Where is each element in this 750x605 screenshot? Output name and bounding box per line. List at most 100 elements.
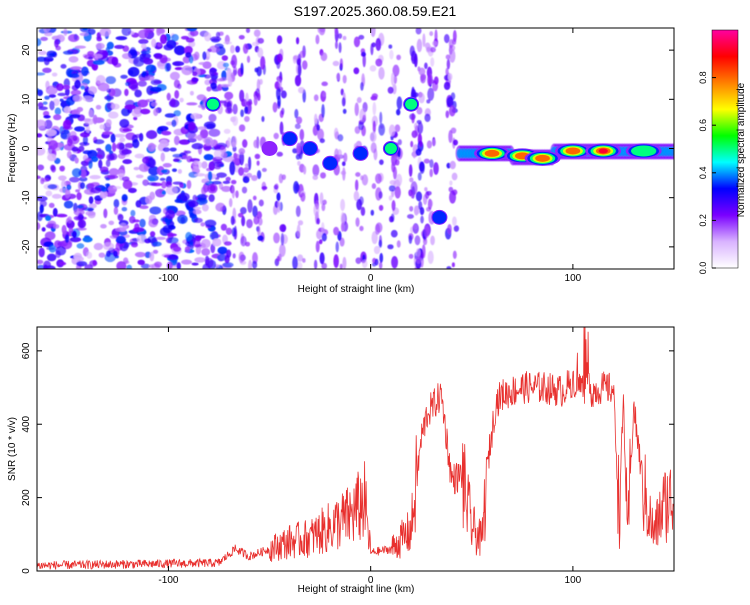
heatmap-streak-blob <box>433 162 439 175</box>
heatmap-noise-blob <box>222 180 231 185</box>
heatmap-streak-blob <box>427 73 432 87</box>
heatmap-streak-blob <box>294 123 301 130</box>
heatmap-noise-blob <box>188 206 196 217</box>
heatmap-noise-blob <box>96 147 102 152</box>
heatmap-noise-blob <box>62 119 72 130</box>
heatmap-streak-blob <box>276 192 281 202</box>
heatmap-noise-blob <box>39 204 44 214</box>
heatmap-streak-blob <box>429 168 433 178</box>
heatmap-noise-blob <box>107 174 119 179</box>
heatmap-noise-blob <box>121 28 132 37</box>
heatmap-streak-blob <box>318 239 323 245</box>
heatmap-streak-blob <box>226 100 232 114</box>
heatmap-streak-blob <box>297 160 301 166</box>
heatmap-streak-blob <box>410 192 415 199</box>
heatmap-noise-blob <box>55 246 67 256</box>
heatmap-streak-blob <box>388 44 393 49</box>
heatmap-noise-blob <box>174 198 183 204</box>
heatmap-streak-blob <box>294 108 299 119</box>
heatmap-noise-blob <box>201 186 207 195</box>
heatmap-streak-blob <box>238 251 245 264</box>
heatmap-noise-blob <box>114 44 125 50</box>
heatmap-noise-blob <box>159 139 169 148</box>
heatmap-streak-blob <box>392 166 397 180</box>
heatmap-streak-blob <box>242 43 249 54</box>
heatmap-streak-blob <box>389 180 397 186</box>
heatmap-noise-blob <box>161 190 166 195</box>
heatmap-noise-blob <box>200 222 206 227</box>
heatmap-noise-blob <box>204 79 211 86</box>
heatmap-noise-blob <box>62 50 74 55</box>
heatmap-noise-blob <box>88 109 94 118</box>
heatmap-feature <box>261 141 278 156</box>
spectrogram-x-ticks: -100 0 100 <box>158 28 582 284</box>
heatmap-noise-blob <box>170 98 176 107</box>
heatmap-streak-blob <box>342 74 347 84</box>
heatmap-streak-blob <box>449 190 457 204</box>
heatmap-streak-blob <box>238 124 246 132</box>
heatmap-streak-blob <box>359 108 367 123</box>
heatmap-streak-blob <box>235 45 241 53</box>
heatmap-noise-blob <box>86 251 93 259</box>
heatmap-streak-blob <box>354 179 359 191</box>
heatmap-feature <box>598 148 608 154</box>
heatmap-noise-blob <box>149 206 162 215</box>
heatmap-feature <box>432 210 447 224</box>
heatmap-noise-blob <box>149 86 162 92</box>
heatmap-noise-blob <box>69 176 80 183</box>
heatmap-noise-blob <box>69 73 80 79</box>
heatmap-noise-blob <box>71 146 79 152</box>
heatmap-noise-blob <box>186 102 198 106</box>
heatmap-noise-blob <box>212 238 222 247</box>
heatmap-noise-blob <box>44 32 53 37</box>
heatmap-streak-blob <box>235 153 240 160</box>
heatmap-noise-blob <box>116 261 127 269</box>
chart-title: S197.2025.360.08.59.E21 <box>294 3 457 19</box>
heatmap-streak-blob <box>426 46 431 52</box>
heatmap-streak-blob <box>258 199 264 207</box>
heatmap-streak-blob <box>430 46 436 53</box>
heatmap-noise-blob <box>190 113 201 120</box>
heatmap-noise-blob <box>107 154 114 161</box>
spectrogram-y-ticks: -20 -10 0 10 20 <box>21 44 674 254</box>
heatmap-noise-blob <box>118 173 126 177</box>
snr-x-ticks: -100 0 100 <box>158 327 582 586</box>
heatmap-streak-blob <box>443 33 450 44</box>
heatmap-noise-blob <box>177 83 182 90</box>
heatmap-streak-blob <box>452 139 458 146</box>
colorbar: 0.0 0.2 0.4 0.6 0.8 Normalized spectral ampl… <box>698 29 747 274</box>
heatmap-noise-blob <box>38 247 45 258</box>
heatmap-noise-blob <box>187 131 198 142</box>
heatmap-streak-blob <box>392 64 400 77</box>
colorbar-tick-label: 0.2 <box>698 214 708 227</box>
heatmap-streak-blob <box>334 40 338 50</box>
heatmap-noise-blob <box>44 95 50 100</box>
heatmap-noise-blob <box>74 157 79 164</box>
heatmap-streak-blob <box>313 94 319 102</box>
heatmap-noise-blob <box>87 211 96 219</box>
heatmap-streak-blob <box>276 53 283 63</box>
heatmap-noise-blob <box>77 204 84 209</box>
heatmap-streak-blob <box>390 213 395 223</box>
heatmap-streak-blob <box>417 172 422 181</box>
y-tick-label: 600 <box>21 342 32 359</box>
heatmap-noise-blob <box>77 219 87 229</box>
heatmap-streak-blob <box>240 109 244 118</box>
heatmap-noise-blob <box>189 241 194 246</box>
heatmap-noise-blob <box>202 51 207 60</box>
heatmap-noise-blob <box>209 36 222 42</box>
heatmap-streak-blob <box>452 250 457 260</box>
heatmap-noise-blob <box>48 202 55 209</box>
heatmap-noise-blob <box>151 38 157 48</box>
heatmap-streak-blob <box>413 122 418 130</box>
heatmap-noise-blob <box>70 89 82 96</box>
spectrogram-heatmap <box>37 28 674 269</box>
y-tick-label: -10 <box>21 190 32 205</box>
heatmap-streak-blob <box>273 184 279 190</box>
x-tick-label: 100 <box>565 575 582 586</box>
heatmap-streak-blob <box>232 253 236 259</box>
heatmap-streak-blob <box>375 58 383 67</box>
heatmap-noise-blob <box>57 92 67 97</box>
heatmap-noise-blob <box>133 116 138 121</box>
heatmap-streak-blob <box>231 135 237 148</box>
